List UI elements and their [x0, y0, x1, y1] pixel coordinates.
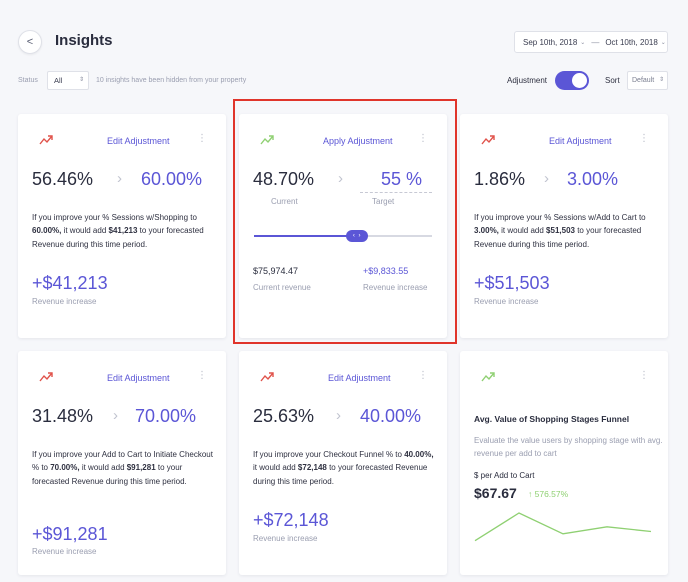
trend-up-icon: [260, 135, 274, 145]
revenue-increase-value: +$9,833.55: [363, 266, 409, 276]
trend-down-icon: [39, 372, 53, 382]
trend-down-icon: [260, 372, 274, 382]
page-title: Insights: [55, 32, 113, 49]
more-options-icon[interactable]: ⋮: [639, 133, 649, 144]
target-value: 70.00%: [135, 406, 197, 426]
insight-card: Edit Adjustment ⋮ 25.63% › 40.00% If you…: [239, 351, 447, 575]
metric-change: ↑ 576.57%: [528, 489, 568, 499]
metric-label: $ per Add to Cart: [474, 471, 535, 480]
target-value: 3.00%: [567, 169, 619, 189]
chevron-down-icon: ⌄: [580, 39, 586, 46]
adjustment-slider[interactable]: [254, 235, 432, 237]
date-range-picker[interactable]: Sep 10th, 2018 ⌄ — Oct 10th, 2018 ⌄: [514, 31, 668, 53]
sort-label: Sort: [605, 76, 620, 85]
target-value: 40.00%: [360, 406, 422, 426]
insight-description: If you improve your % Sessions w/Shoppin…: [32, 213, 204, 249]
back-chevron-icon: <: [26, 36, 34, 48]
insight-description: If you improve your Checkout Funnel % to…: [253, 450, 434, 486]
chevron-down-icon: ⌄: [660, 39, 666, 46]
sort-select[interactable]: Default ⇕: [627, 71, 668, 90]
current-revenue-label: Current revenue: [253, 283, 311, 292]
more-options-icon[interactable]: ⋮: [418, 370, 428, 381]
toggle-knob: [572, 73, 587, 88]
revenue-increase-label: Revenue increase: [32, 297, 97, 306]
slider-fill: [254, 235, 358, 237]
apply-adjustment-button[interactable]: Apply Adjustment: [323, 136, 393, 146]
sparkline-chart: [474, 512, 652, 542]
date-end: Oct 10th, 2018: [605, 37, 658, 47]
insight-card: Edit Adjustment ⋮ 56.46% › 60.00% If you…: [18, 114, 226, 338]
date-separator: —: [591, 37, 600, 47]
arrow-right-icon: ›: [338, 170, 343, 187]
funnel-description: Evaluate the value users by shopping sta…: [474, 436, 663, 459]
arrow-right-icon: ›: [336, 407, 341, 424]
revenue-increase-value: +$41,213: [32, 273, 108, 293]
sort-value: Default: [632, 77, 655, 84]
target-label: Target: [372, 197, 395, 206]
funnel-title: Avg. Value of Shopping Stages Funnel: [474, 414, 630, 424]
more-options-icon[interactable]: ⋮: [639, 370, 649, 381]
edit-adjustment-link[interactable]: Edit Adjustment: [328, 373, 391, 383]
arrow-up-icon: ↑: [528, 489, 533, 499]
insight-description: If you improve your Add to Cart to Initi…: [32, 450, 213, 486]
updown-arrows-icon: ⇕: [78, 77, 84, 83]
insight-card: Edit Adjustment ⋮ 31.48% › 70.00% If you…: [18, 351, 226, 575]
revenue-increase-value: +$51,503: [474, 273, 550, 293]
target-input[interactable]: 55 %: [380, 169, 422, 189]
revenue-increase-label: Revenue increase: [32, 547, 97, 556]
insight-card: Edit Adjustment ⋮ 1.86% › 3.00% If you i…: [460, 114, 668, 338]
revenue-increase-label: Revenue increase: [474, 297, 539, 306]
revenue-increase-value: +$72,148: [253, 510, 329, 530]
insight-card-apply: Apply Adjustment ⋮ 48.70% › Current 55 %…: [239, 114, 447, 338]
trend-up-icon: [481, 372, 495, 382]
hidden-insights-note: 10 insights have been hidden from your p…: [96, 77, 247, 84]
arrow-right-icon: ›: [117, 170, 122, 187]
insight-description: If you improve your % Sessions w/Add to …: [474, 213, 646, 249]
back-button[interactable]: <: [18, 30, 42, 54]
updown-arrows-icon: ⇕: [658, 77, 664, 83]
trend-down-icon: [39, 135, 53, 145]
revenue-increase-label: Revenue increase: [363, 283, 428, 292]
edit-adjustment-link[interactable]: Edit Adjustment: [107, 136, 170, 146]
sparkline-line: [474, 512, 652, 542]
trend-down-icon: [481, 135, 495, 145]
funnel-insight-card: ⋮ Avg. Value of Shopping Stages Funnel E…: [460, 351, 668, 575]
status-select[interactable]: All ⇕: [47, 71, 89, 90]
current-value: 56.46%: [32, 169, 94, 189]
status-label: Status: [18, 77, 38, 84]
adjustment-toggle[interactable]: [555, 71, 589, 90]
revenue-increase-label: Revenue increase: [253, 534, 318, 543]
current-value: 25.63%: [253, 406, 315, 426]
status-value: All: [54, 76, 63, 85]
current-value: 1.86%: [474, 169, 526, 189]
slider-handle[interactable]: ‹ ›: [346, 230, 369, 242]
date-start: Sep 10th, 2018: [523, 37, 578, 47]
more-options-icon[interactable]: ⋮: [418, 133, 428, 144]
revenue-increase-value: +$91,281: [32, 524, 108, 544]
adjustment-label: Adjustment: [507, 76, 548, 85]
more-options-icon[interactable]: ⋮: [197, 133, 207, 144]
more-options-icon[interactable]: ⋮: [197, 370, 207, 381]
target-underline: [360, 192, 432, 193]
current-label: Current: [271, 197, 298, 206]
current-value: 31.48%: [32, 406, 94, 426]
metric-value: $67.67: [474, 485, 517, 501]
current-value: 48.70%: [253, 169, 315, 189]
arrow-right-icon: ›: [544, 170, 549, 187]
metric-change-value: 576.57%: [534, 489, 569, 499]
current-revenue-value: $75,974.47: [253, 266, 299, 276]
arrow-right-icon: ›: [113, 407, 118, 424]
target-value: 60.00%: [141, 169, 203, 189]
edit-adjustment-link[interactable]: Edit Adjustment: [107, 373, 170, 383]
edit-adjustment-link[interactable]: Edit Adjustment: [549, 136, 612, 146]
